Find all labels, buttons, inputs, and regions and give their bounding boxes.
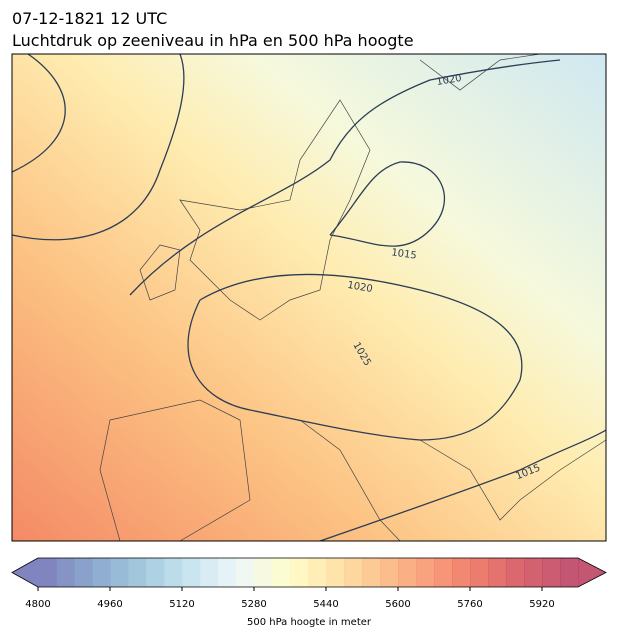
colorbar-tick-label: 5120 xyxy=(169,599,194,610)
colorbar-swatch xyxy=(416,558,435,587)
colorbar-tick-label: 5280 xyxy=(241,599,266,610)
colorbar-swatch xyxy=(164,558,183,587)
colorbar-label: 500 hPa hoogte in meter xyxy=(247,617,372,628)
colorbar-swatch xyxy=(560,558,579,587)
colorbar-tick-label: 4960 xyxy=(97,599,122,610)
colorbar-outline xyxy=(11,557,607,588)
colorbar-swatch xyxy=(146,558,165,587)
colorbar-extend-low xyxy=(12,558,38,587)
colorbar-swatch xyxy=(56,558,75,587)
contour-label: 1020 xyxy=(346,280,373,295)
colorbar-swatch xyxy=(236,558,255,587)
colorbar-swatch xyxy=(326,558,345,587)
colorbar-swatch xyxy=(344,558,363,587)
colorbar-swatch xyxy=(272,558,291,587)
colorbar-swatch xyxy=(92,558,111,587)
title-line2: Luchtdruk op zeeniveau in hPa en 500 hPa… xyxy=(12,31,414,50)
colorbar-tick-label: 5440 xyxy=(313,599,338,610)
map-frame xyxy=(11,53,607,542)
contour-label: 1020 xyxy=(436,73,463,88)
colorbar-swatch xyxy=(542,558,561,587)
colorbar-tick-label: 4800 xyxy=(25,599,50,610)
colorbar-swatch xyxy=(524,558,543,587)
colorbar: 4800 4960 5120 5280 5440 5600 5760 5920 xyxy=(11,557,607,610)
colorbar-swatch xyxy=(128,558,147,587)
colorbar-swatch xyxy=(362,558,381,587)
colorbar-swatch xyxy=(38,558,57,587)
colorbar-swatch xyxy=(308,558,327,587)
colorbar-swatch xyxy=(110,558,129,587)
colorbar-swatch xyxy=(218,558,237,587)
colorbar-swatch xyxy=(200,558,219,587)
colorbar-swatch xyxy=(506,558,525,587)
colorbar-swatch xyxy=(182,558,201,587)
contour-label: 1015 xyxy=(391,247,418,261)
colorbar-swatch xyxy=(74,558,93,587)
colorbar-swatch xyxy=(488,558,507,587)
colorbar-tick-label: 5600 xyxy=(385,599,410,610)
colorbar-tick-label: 5760 xyxy=(457,599,482,610)
colorbar-swatch xyxy=(434,558,453,587)
colorbar-swatch xyxy=(290,558,309,587)
title-line1: 07-12-1821 12 UTC xyxy=(12,9,167,28)
colorbar-swatch xyxy=(452,558,471,587)
colorbar-swatch xyxy=(470,558,489,587)
colorbar-swatch xyxy=(254,558,273,587)
colorbar-swatch xyxy=(380,558,399,587)
colorbar-tick-label: 5920 xyxy=(529,599,554,610)
colorbar-extend-high xyxy=(578,558,606,587)
colorbar-swatch xyxy=(398,558,417,587)
